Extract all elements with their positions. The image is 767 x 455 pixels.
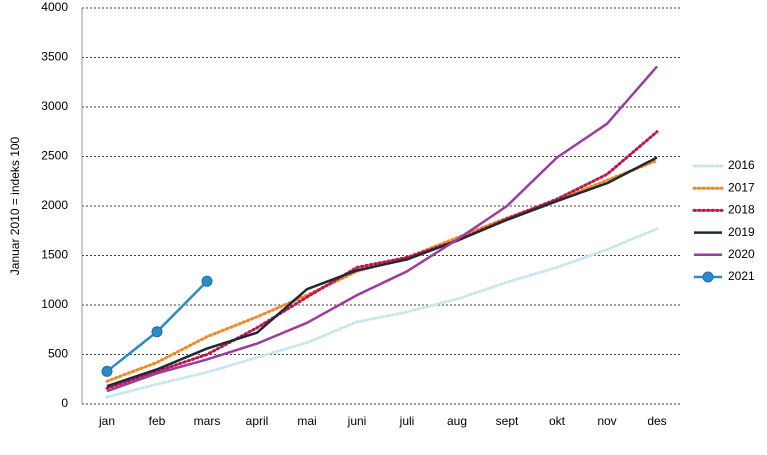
x-tick-label: jan bbox=[98, 414, 115, 428]
legend-marker bbox=[702, 271, 714, 283]
x-tick-label: aug bbox=[447, 414, 467, 428]
legend-label: 2021 bbox=[728, 269, 755, 283]
y-tick-label: 1000 bbox=[41, 297, 68, 311]
y-axis-label: Januar 2010 = indeks 100 bbox=[8, 136, 22, 275]
series-line bbox=[106, 65, 658, 393]
series-line bbox=[105, 130, 659, 390]
y-tick-label: 1500 bbox=[41, 248, 68, 262]
x-tick-label: feb bbox=[149, 414, 166, 428]
y-tick-label: 2500 bbox=[41, 149, 68, 163]
legend-label: 2020 bbox=[728, 247, 755, 261]
y-tick-label: 3500 bbox=[41, 50, 68, 64]
y-tick-label: 2000 bbox=[41, 198, 68, 212]
x-tick-label: juli bbox=[399, 414, 415, 428]
point bbox=[201, 275, 213, 287]
x-tick-label: juni bbox=[347, 414, 367, 428]
y-tick-label: 0 bbox=[61, 396, 68, 410]
y-tick-label: 500 bbox=[48, 347, 68, 361]
x-tick-label: mai bbox=[297, 414, 316, 428]
y-tick-label: 3000 bbox=[41, 99, 68, 113]
legend-label: 2016 bbox=[728, 158, 755, 172]
point bbox=[151, 326, 163, 338]
x-tick-label: sept bbox=[496, 414, 519, 428]
legend-label: 2018 bbox=[728, 203, 755, 217]
x-tick-label: april bbox=[246, 414, 269, 428]
series-line bbox=[105, 227, 659, 399]
point bbox=[101, 365, 113, 377]
series-line bbox=[106, 156, 658, 388]
x-tick-label: nov bbox=[597, 414, 616, 428]
legend-label: 2019 bbox=[728, 225, 755, 239]
x-tick-label: okt bbox=[549, 414, 566, 428]
y-tick-label: 4000 bbox=[41, 0, 68, 14]
legend-label: 2017 bbox=[728, 180, 755, 194]
x-tick-label: mars bbox=[194, 414, 221, 428]
x-tick-label: des bbox=[647, 414, 666, 428]
